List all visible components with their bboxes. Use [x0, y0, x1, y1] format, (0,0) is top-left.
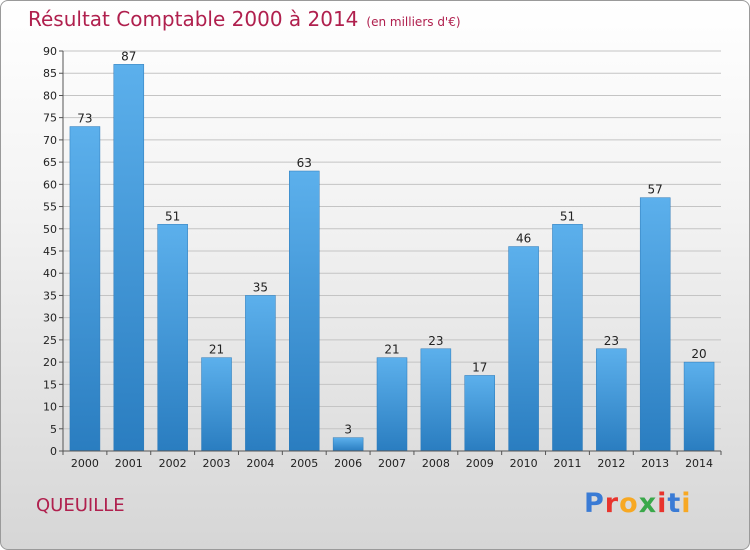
data-label-2008: 23 [428, 334, 443, 348]
x-tick-label-2009: 2009 [466, 457, 494, 470]
x-tick-label-2001: 2001 [115, 457, 143, 470]
bar-2010 [508, 246, 539, 452]
logo-letter: r [604, 488, 620, 519]
bar-2003 [201, 357, 232, 452]
x-tick-label-2002: 2002 [159, 457, 187, 470]
logo-letter: i [657, 488, 668, 519]
x-tick-label-2005: 2005 [290, 457, 318, 470]
x-tick-label-2013: 2013 [641, 457, 669, 470]
logo-letter: i [681, 488, 692, 519]
data-label-2004: 35 [253, 280, 268, 294]
data-label-2014: 20 [691, 347, 706, 361]
bar-2000 [69, 126, 101, 452]
data-label-2000: 73 [77, 112, 92, 126]
y-tick-label: 85 [43, 67, 57, 80]
logo-letter: P [584, 488, 605, 519]
bar-2007 [376, 357, 408, 452]
bar-2004 [245, 295, 276, 452]
logo-letter: o [619, 488, 639, 519]
y-tick-label: 90 [43, 45, 57, 58]
y-tick-label: 50 [43, 223, 57, 236]
y-tick-label: 60 [43, 178, 57, 191]
data-label-2002: 51 [165, 209, 180, 223]
y-tick-label: 10 [43, 401, 57, 414]
data-label-2007: 21 [384, 343, 399, 357]
data-label-2009: 17 [472, 360, 487, 374]
x-tick-label-2011: 2011 [553, 457, 581, 470]
y-tick-label: 5 [50, 423, 57, 436]
commune-name: QUEUILLE [36, 495, 125, 516]
x-tick-label-2003: 2003 [203, 457, 231, 470]
bar-2013 [639, 197, 671, 452]
bar-2005 [289, 170, 320, 452]
data-label-2005: 63 [297, 156, 312, 170]
chart-title: Résultat Comptable 2000 à 2014 (en millie… [28, 7, 461, 31]
y-tick-label: 65 [43, 156, 57, 169]
bar-2006 [332, 437, 364, 452]
x-tick-label-2007: 2007 [378, 457, 406, 470]
x-tick-label-2008: 2008 [422, 457, 450, 470]
data-label-2010: 46 [516, 232, 531, 246]
x-tick-label-2006: 2006 [334, 457, 362, 470]
y-tick-label: 80 [43, 89, 57, 102]
data-label-2012: 23 [604, 334, 619, 348]
y-tick-label: 20 [43, 356, 57, 369]
bar-2009 [464, 375, 495, 452]
x-tick-label-2010: 2010 [510, 457, 538, 470]
y-tick-label: 25 [43, 334, 57, 347]
y-tick-label: 45 [43, 245, 57, 258]
title-text: Résultat Comptable 2000 à 2014 [28, 7, 359, 31]
logo-letter: x [638, 488, 658, 519]
y-tick-label: 30 [43, 312, 57, 325]
bar-2011 [552, 224, 583, 452]
x-tick-label-2000: 2000 [71, 457, 99, 470]
y-tick-label: 40 [43, 267, 57, 280]
bar-2012 [596, 348, 627, 452]
data-label-2006: 3 [344, 423, 352, 437]
x-tick-label-2014: 2014 [685, 457, 713, 470]
y-tick-label: 55 [43, 201, 57, 214]
y-tick-label: 0 [50, 445, 57, 458]
proxiti-logo: Proxiti [584, 488, 692, 519]
chart-subtitle: (en milliers d'€) [366, 15, 461, 29]
x-tick-label-2004: 2004 [246, 457, 274, 470]
data-label-2003: 21 [209, 343, 224, 357]
x-tick-label-2012: 2012 [597, 457, 625, 470]
bar-2001 [113, 64, 145, 452]
bar-2008 [420, 348, 452, 452]
y-tick-label: 75 [43, 112, 57, 125]
data-label-2011: 51 [560, 209, 575, 223]
y-tick-label: 35 [43, 289, 57, 302]
y-tick-label: 15 [43, 378, 57, 391]
data-label-2013: 57 [648, 183, 663, 197]
logo-letter: t [667, 488, 682, 519]
y-tick-label: 70 [43, 134, 57, 147]
bar-2002 [157, 224, 188, 452]
data-label-2001: 87 [121, 49, 136, 63]
bar-2014 [683, 361, 715, 452]
